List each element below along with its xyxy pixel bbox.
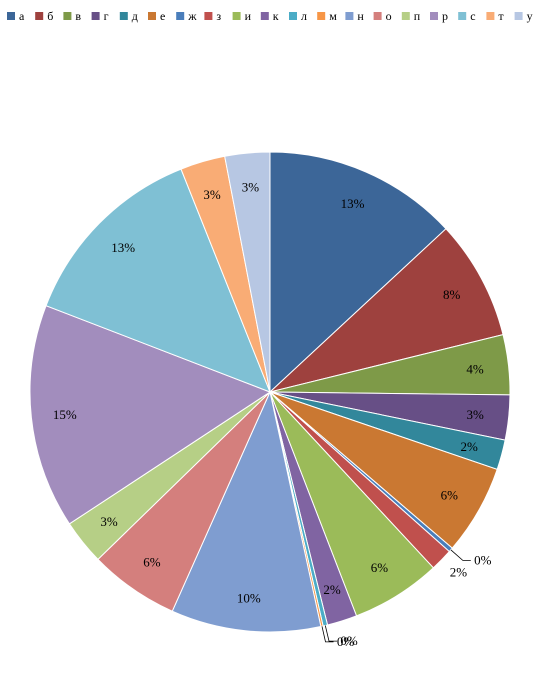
pie-slice-12 bbox=[171, 390, 322, 633]
data-label-2: 4% bbox=[466, 361, 484, 376]
legend-swatch-14 bbox=[401, 12, 410, 20]
legend-label-18: у bbox=[527, 9, 533, 23]
pie-slice-0 bbox=[269, 151, 447, 394]
legend-swatch-9 bbox=[260, 12, 269, 20]
data-label-18: 3% bbox=[242, 180, 260, 195]
pie-slice-1 bbox=[268, 228, 504, 393]
leader-line-6 bbox=[450, 549, 471, 561]
data-label-17: 3% bbox=[203, 187, 221, 202]
legend-swatch-2 bbox=[63, 12, 72, 20]
legend-swatch-6 bbox=[176, 12, 185, 20]
pie-slice-15 bbox=[29, 305, 272, 525]
legend-label-14: п bbox=[414, 9, 421, 23]
pie-slice-18 bbox=[224, 151, 271, 393]
legend-label-3: г bbox=[104, 9, 109, 23]
data-label-10: 0% bbox=[340, 633, 358, 648]
data-label-3: 3% bbox=[467, 407, 485, 422]
legend-label-2: в bbox=[75, 9, 81, 23]
legend-label-16: с bbox=[470, 9, 475, 23]
data-label-6: 0% bbox=[474, 552, 492, 567]
data-labels: 13%8%4%3%2%6%0%2%6%2%0%0%10%6%3%15%13%3%… bbox=[53, 180, 492, 649]
legend-label-9: к bbox=[273, 9, 279, 23]
data-label-12: 10% bbox=[237, 590, 261, 605]
legend-swatch-0 bbox=[7, 12, 15, 20]
legend-swatch-15 bbox=[430, 12, 438, 20]
legend-swatch-8 bbox=[232, 12, 241, 20]
legend-label-6: ж bbox=[187, 9, 197, 23]
legend-label-0: а bbox=[19, 9, 25, 23]
legend-label-8: и bbox=[245, 9, 252, 23]
data-label-9: 2% bbox=[323, 582, 341, 597]
leader-line-11 bbox=[321, 626, 334, 643]
legend-swatch-16 bbox=[458, 12, 467, 20]
legend-swatch-12 bbox=[345, 12, 354, 20]
legend-swatch-18 bbox=[514, 12, 523, 20]
legend-label-5: е bbox=[160, 9, 165, 23]
data-label-5: 6% bbox=[441, 487, 459, 502]
legend-swatch-1 bbox=[35, 12, 44, 20]
data-label-14: 3% bbox=[100, 514, 118, 529]
legend-label-17: т bbox=[498, 9, 504, 23]
legend-swatch-7 bbox=[204, 12, 213, 20]
pie-slice-16 bbox=[45, 168, 271, 393]
legend-label-4: д bbox=[132, 9, 138, 23]
legend-label-15: р bbox=[442, 9, 448, 23]
legend-swatch-10 bbox=[289, 12, 297, 20]
data-label-11: 0% bbox=[337, 634, 355, 649]
pie-slices bbox=[29, 151, 511, 633]
leader-lines bbox=[321, 549, 471, 643]
data-label-8: 6% bbox=[371, 560, 389, 575]
data-label-13: 6% bbox=[143, 554, 161, 569]
legend-swatch-3 bbox=[91, 12, 100, 20]
legend-swatch-4 bbox=[119, 12, 128, 20]
legend-label-13: о bbox=[386, 9, 392, 23]
legend-label-1: б bbox=[47, 9, 53, 23]
legend-label-12: н bbox=[357, 9, 364, 23]
legend-label-11: м bbox=[329, 9, 337, 23]
data-label-1: 8% bbox=[443, 287, 461, 302]
legend-swatch-11 bbox=[317, 12, 326, 20]
legend-swatch-13 bbox=[373, 12, 382, 20]
data-label-0: 13% bbox=[341, 196, 365, 211]
leader-line-10 bbox=[324, 625, 337, 642]
data-label-4: 2% bbox=[461, 439, 479, 454]
data-label-16: 13% bbox=[111, 240, 135, 255]
legend-label-7: з bbox=[216, 9, 221, 23]
data-label-7: 2% bbox=[450, 565, 468, 580]
legend-label-10: л bbox=[301, 9, 307, 23]
data-label-15: 15% bbox=[53, 407, 77, 422]
legend-swatch-5 bbox=[148, 12, 156, 20]
legend-swatch-17 bbox=[486, 12, 495, 20]
